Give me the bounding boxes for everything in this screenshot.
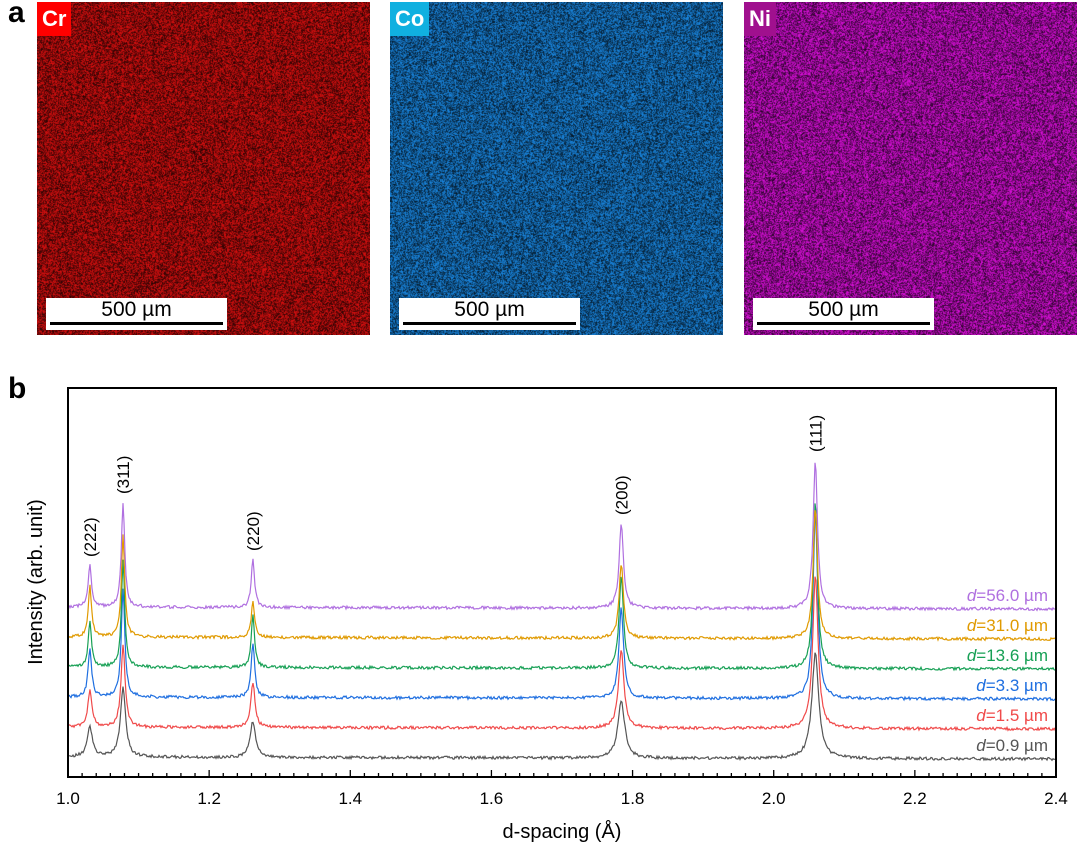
panel-a-letter: a [8,0,25,29]
y-axis-label: Intensity (arb. unit) [25,499,47,665]
co-map-image [390,2,723,335]
x-axis-label: d-spacing (Å) [503,820,622,843]
x-tick-label: 1.0 [56,789,80,808]
legend-label: d=1.5 µm [976,706,1048,725]
series-line-d-31-0-m [68,510,1056,642]
series-line-d-56-0-m [68,462,1056,612]
co-label: Co [390,2,430,36]
legend-value: =3.3 µm [986,676,1048,695]
legend-prefix: d [967,586,977,605]
series-line-d-1-5-m [68,576,1056,732]
scale-bar-label: 500 µm [101,298,172,321]
series-line-d-3-3-m [68,516,1056,702]
series-line-d-0-9-m [69,652,1056,762]
legend-label: d=31.0 µm [967,616,1048,635]
cr-map: Cr 500 µm [37,2,370,335]
x-tick-label: 2.4 [1044,789,1068,808]
plot-frame [67,387,1057,778]
co-map: Co 500 µm [390,2,723,335]
x-tick-label: 2.0 [762,789,786,808]
peak-label: (222) [81,517,100,557]
peak-label: (111) [806,415,825,452]
scale-bar-line [757,322,930,325]
ni-label: Ni [744,2,776,36]
legend-prefix: d [976,706,986,725]
legend-prefix: d [967,616,977,635]
x-tick-label: 1.2 [197,789,221,808]
xrd-chart: d=0.9 µmd=1.5 µmd=3.3 µmd=13.6 µmd=31.0 … [25,387,1068,843]
co-scale-bar: 500 µm [399,298,580,330]
panel-b-letter: b [8,372,27,405]
legend-value: =31.0 µm [976,616,1048,635]
ni-scale-bar: 500 µm [753,298,934,330]
peak-label: (220) [244,511,263,551]
legend-label: d=13.6 µm [967,646,1048,665]
cr-map-image [37,2,370,335]
scale-bar-line [403,322,576,325]
x-tick-label: 1.6 [480,789,504,808]
legend-prefix: d [976,736,986,755]
legend-value: =56.0 µm [976,586,1048,605]
x-tick-label: 2.2 [903,789,927,808]
peak-label: (200) [612,475,631,515]
series-line-d-13-6-m [68,503,1056,672]
x-tick-label: 1.4 [338,789,362,808]
scale-bar-line [50,322,223,325]
legend-label: d=3.3 µm [976,676,1048,695]
legend-value: =0.9 µm [986,736,1048,755]
peak-label: (311) [114,456,133,494]
x-tick-label: 1.8 [621,789,645,808]
scale-bar-label: 500 µm [454,298,525,321]
cr-scale-bar: 500 µm [46,298,227,330]
legend-prefix: d [967,646,977,665]
legend-value: =13.6 µm [976,646,1048,665]
legend-value: =1.5 µm [986,706,1048,725]
legend-label: d=0.9 µm [976,736,1048,755]
legend-label: d=56.0 µm [967,586,1048,605]
legend-prefix: d [976,676,986,695]
ni-map-image [744,2,1077,335]
scale-bar-label: 500 µm [808,298,879,321]
cr-label: Cr [37,2,72,36]
ni-map: Ni 500 µm [744,2,1077,335]
